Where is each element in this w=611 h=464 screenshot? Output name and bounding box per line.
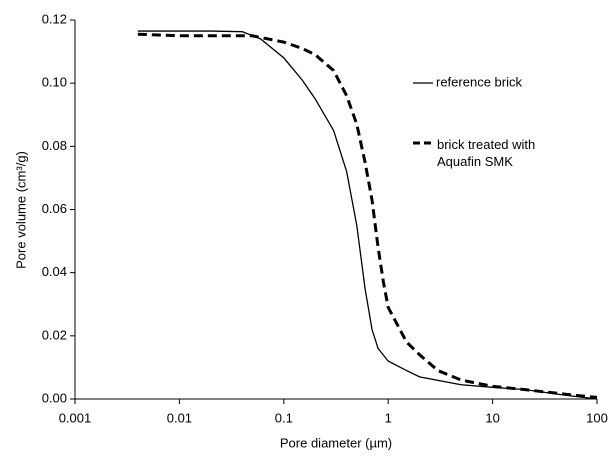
- x-tick-label: 0.001: [59, 410, 92, 425]
- y-tick-label: 0.12: [42, 11, 67, 26]
- legend-label: brick treated with Aquafin SMK: [437, 137, 536, 169]
- series-line: [137, 30, 598, 400]
- y-tick-label: 0.04: [42, 264, 67, 279]
- x-tick-label: 0.01: [167, 410, 192, 425]
- x-tick-label: 1: [385, 410, 392, 425]
- x-tick-label: 0.1: [275, 410, 293, 425]
- y-axis-label: Pore volume (cm³/g): [13, 151, 28, 269]
- legend-label: reference brick: [436, 74, 522, 89]
- x-axis-label: Pore diameter (µm): [280, 435, 392, 450]
- series-line: [137, 32, 598, 399]
- y-tick-label: 0.06: [42, 201, 67, 216]
- x-tick-label: 100: [586, 410, 608, 425]
- y-tick-label: 0.00: [42, 390, 67, 405]
- y-tick-label: 0.02: [42, 327, 67, 342]
- y-tick-label: 0.08: [42, 138, 67, 153]
- x-tick-label: 10: [485, 410, 499, 425]
- y-tick-label: 0.10: [42, 75, 67, 90]
